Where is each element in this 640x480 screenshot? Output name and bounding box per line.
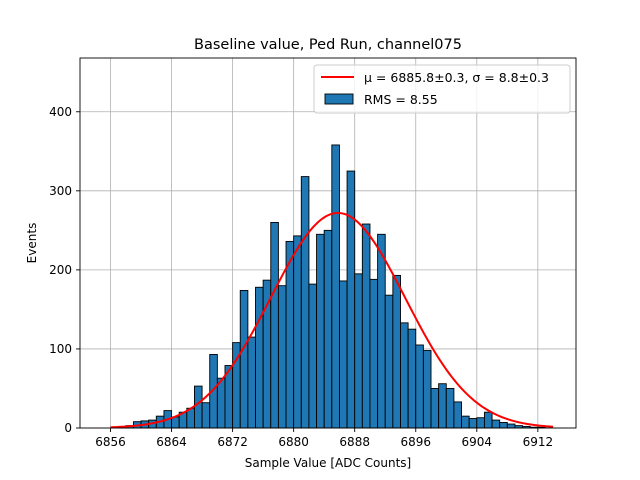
histogram-bar <box>461 415 470 429</box>
histogram-bar <box>377 233 386 429</box>
histogram-bar <box>483 411 493 429</box>
histogram-bar <box>506 423 516 429</box>
histogram-bar <box>247 336 256 429</box>
histogram-bar <box>270 221 279 429</box>
histogram-bar <box>422 350 432 429</box>
histogram-bar <box>216 377 226 429</box>
histogram-bar <box>407 328 417 429</box>
x-tick-label: 6888 <box>339 435 370 449</box>
histogram-bar <box>453 401 462 429</box>
histogram-bar <box>430 388 440 429</box>
histogram-bar <box>499 422 508 429</box>
y-tick-label: 400 <box>49 105 72 119</box>
x-tick-label: 6912 <box>523 435 554 449</box>
legend-box <box>313 64 571 114</box>
x-tick-label: 6864 <box>156 435 187 449</box>
legend-fit-label: μ = 6885.8±0.3, σ = 8.8±0.3 <box>364 70 549 85</box>
histogram-bar <box>277 285 287 429</box>
histogram-bar <box>438 383 447 429</box>
histogram-bar <box>201 402 211 429</box>
histogram-bar <box>316 233 325 429</box>
histogram-bar <box>331 144 340 429</box>
histogram-bar <box>293 235 302 429</box>
histogram-bar <box>308 283 318 429</box>
y-tick-label: 200 <box>49 263 72 277</box>
y-axis-ticks: 0 100 200 300 400 <box>49 105 80 435</box>
histogram-bar <box>262 279 272 429</box>
histogram-bar <box>400 322 409 429</box>
histogram-bar <box>445 388 455 429</box>
histogram-bar <box>361 223 371 429</box>
x-tick-label: 6856 <box>95 435 126 449</box>
x-axis-ticks: 6856 6864 6872 6880 6888 6896 6904 6912 <box>95 428 553 449</box>
histogram-bar <box>369 278 379 429</box>
histogram-bar <box>255 286 264 429</box>
histogram-bar <box>415 344 424 429</box>
histogram-bar <box>476 417 485 429</box>
histogram-bar <box>384 294 394 429</box>
y-tick-label: 100 <box>49 342 72 356</box>
histogram-bar <box>346 170 356 429</box>
x-tick-label: 6896 <box>400 435 431 449</box>
gaussian-fit-curve <box>110 211 554 429</box>
histogram-bar <box>323 229 333 429</box>
histogram-bar <box>194 385 203 429</box>
axes-frame <box>79 57 577 429</box>
legend-histogram-label: RMS = 8.55 <box>364 92 438 107</box>
y-tick-label: 300 <box>49 184 72 198</box>
x-axis-label: Sample Value [ADC Counts] <box>245 456 411 470</box>
histogram-bar <box>239 289 249 429</box>
histogram-bar <box>392 274 401 429</box>
histogram-bar <box>300 176 310 429</box>
histogram-bar <box>468 418 478 429</box>
histogram-bar <box>338 280 348 429</box>
x-tick-label: 6880 <box>278 435 309 449</box>
histogram-bar <box>285 240 295 429</box>
x-tick-label: 6872 <box>217 435 248 449</box>
legend: μ = 6885.8±0.3, σ = 8.8±0.3 RMS = 8.55 <box>313 64 571 114</box>
y-tick-label: 0 <box>64 421 72 435</box>
chart-title: Baseline value, Ped Run, channel075 <box>194 37 462 53</box>
histogram-bar <box>354 273 363 429</box>
y-axis-label: Events <box>25 223 39 264</box>
legend-histogram-swatch <box>324 93 354 105</box>
histogram-bar <box>491 419 501 429</box>
x-tick-label: 6904 <box>462 435 493 449</box>
histogram-bars <box>117 144 546 429</box>
